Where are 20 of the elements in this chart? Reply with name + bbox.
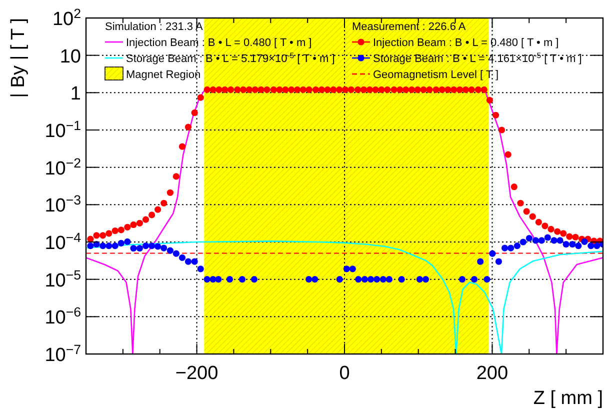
- legend-label: Injection Beam : B • L = 0.480 [ T • m ]: [373, 37, 559, 49]
- y-tick-label: 10: [60, 46, 81, 68]
- band-label: Magnet Region: [126, 69, 201, 81]
- x-axis-title: Z [ mm ]: [533, 388, 603, 409]
- y-tick-label: 10$^{−5}$: [44, 266, 81, 292]
- y-tick-label: 10$^{2}$: [52, 6, 81, 30]
- y-tick-label: 10$^{−3}$: [44, 192, 81, 217]
- legend-label: Injection Beam : B • L = 0.480 [ T • m ]: [126, 37, 312, 49]
- annotation: Measurement : 226.6 A: [352, 21, 466, 33]
- annotation: Simulation : 231.3 A: [105, 21, 204, 33]
- x-tick-label: 0: [339, 363, 350, 384]
- y-tick-label: 10$^{−4}$: [44, 230, 81, 254]
- y-tick-label: 10$^{−6}$: [44, 304, 81, 329]
- y-axis-title: | By | [ T ]: [8, 18, 29, 98]
- y-tick-label: 10$^{−7}$: [44, 342, 81, 366]
- y-tick-label: 10$^{−1}$: [44, 118, 81, 142]
- x-tick-label: −200: [175, 363, 218, 384]
- y-tick-label: 10$^{−2}$: [44, 154, 81, 180]
- x-tick-label: 200: [476, 363, 508, 384]
- y-tick-label: 1: [70, 84, 81, 105]
